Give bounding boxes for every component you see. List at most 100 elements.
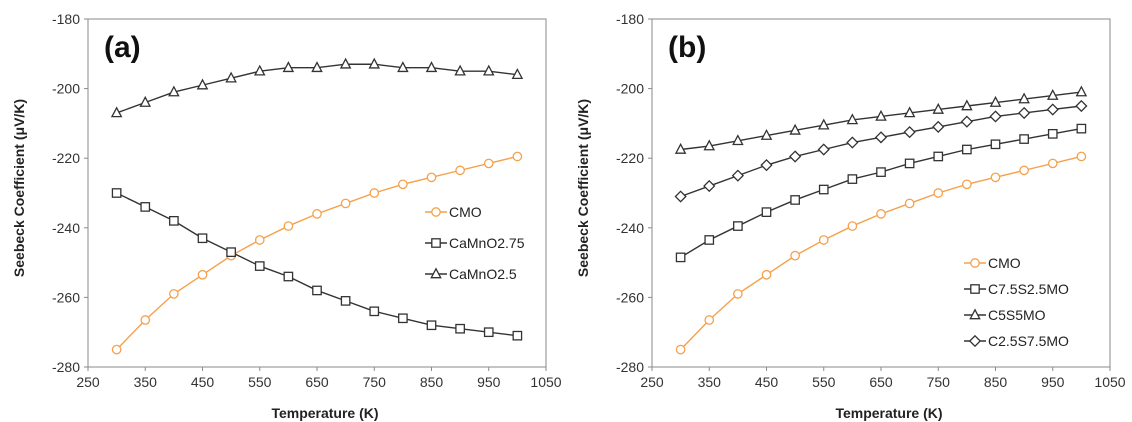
data-point [196,78,209,90]
data-point [990,139,1001,150]
series-line-1 [680,127,1082,258]
data-point [254,235,265,245]
data-point [282,61,295,73]
data-point [703,139,716,151]
data-point [962,144,972,155]
data-point [760,159,773,172]
data-point [761,269,772,280]
data-point [168,85,180,97]
data-point [933,188,944,198]
y-axis-label: Seebeck Coefficient (μV/K) [575,99,591,277]
data-point [512,330,523,341]
legend-marker [969,308,981,320]
x-tick-label: 950 [477,374,501,390]
data-point [340,296,351,306]
data-point [398,179,408,190]
data-point [790,250,800,261]
data-point [398,313,408,324]
data-point [732,134,744,146]
data-point [903,106,916,118]
data-point [789,123,801,135]
x-tick-label: 550 [248,374,272,390]
data-point [846,113,859,125]
legend-marker [970,258,980,268]
data-point [818,184,829,195]
y-tick-label: -260 [52,289,80,305]
data-point [253,64,266,76]
x-tick-label: 850 [420,374,444,390]
data-point [426,172,437,183]
data-point [311,61,323,73]
legend-label: CaMnO2.5 [449,266,517,282]
data-point [169,289,179,299]
data-point [733,289,743,299]
data-point [789,150,802,163]
data-point [254,261,265,271]
data-point [312,209,322,219]
data-point [847,221,858,231]
data-point [369,306,380,317]
data-point [961,99,973,111]
data-point [369,188,380,198]
legend-marker [968,334,982,348]
data-point [455,323,465,334]
legend-label: CaMnO2.75 [449,235,525,251]
x-tick-label: 250 [640,374,664,390]
x-tick-label: 350 [134,374,158,390]
data-point [674,190,687,203]
legend-marker [430,267,442,279]
y-tick-label: -280 [616,359,644,375]
x-tick-label: 450 [755,374,779,390]
y-tick-label: -200 [616,81,644,97]
x-axis-label: Temperature (K) [271,405,378,421]
data-point [1047,128,1058,139]
data-point [990,172,1001,183]
data-point [283,271,294,282]
data-point [932,102,945,114]
data-point [197,269,208,280]
data-point [733,221,743,231]
data-point [1075,85,1088,97]
data-point [312,285,322,296]
data-point [1019,134,1029,144]
legend-label: C7.5S2.5MO [988,281,1069,297]
data-point [226,247,236,258]
data-point [1019,165,1029,176]
data-point [455,165,465,176]
data-point [483,158,494,169]
data-point [876,209,886,219]
data-point [111,188,122,198]
data-point [511,68,524,80]
data-point [1046,103,1059,116]
legend-label: CMO [988,255,1021,271]
data-point [675,252,686,263]
data-point [818,235,829,245]
x-tick-label: 850 [984,374,1008,390]
data-point [817,143,830,156]
x-tick-label: 550 [812,374,836,390]
legend-label: C2.5S7.5MO [988,333,1069,349]
data-point [483,327,494,338]
legend-marker [970,284,980,294]
legend-marker [431,207,441,217]
y-tick-label: -220 [616,150,644,166]
y-tick-label: -180 [52,11,80,27]
data-point [368,57,381,69]
data-point [875,109,887,121]
y-tick-label: -240 [616,220,644,236]
data-point [962,179,972,190]
y-tick-label: -280 [52,359,80,375]
data-point [1075,99,1088,113]
data-point [397,61,409,73]
x-tick-label: 650 [869,374,893,390]
x-tick-label: 950 [1041,374,1065,390]
x-tick-label: 350 [698,374,722,390]
legend-label: C5S5MO [988,307,1046,323]
y-tick-label: -260 [616,289,644,305]
data-point [1076,123,1087,134]
data-point [703,179,716,193]
data-point [704,235,715,245]
data-point [932,120,945,133]
data-point [790,195,800,205]
